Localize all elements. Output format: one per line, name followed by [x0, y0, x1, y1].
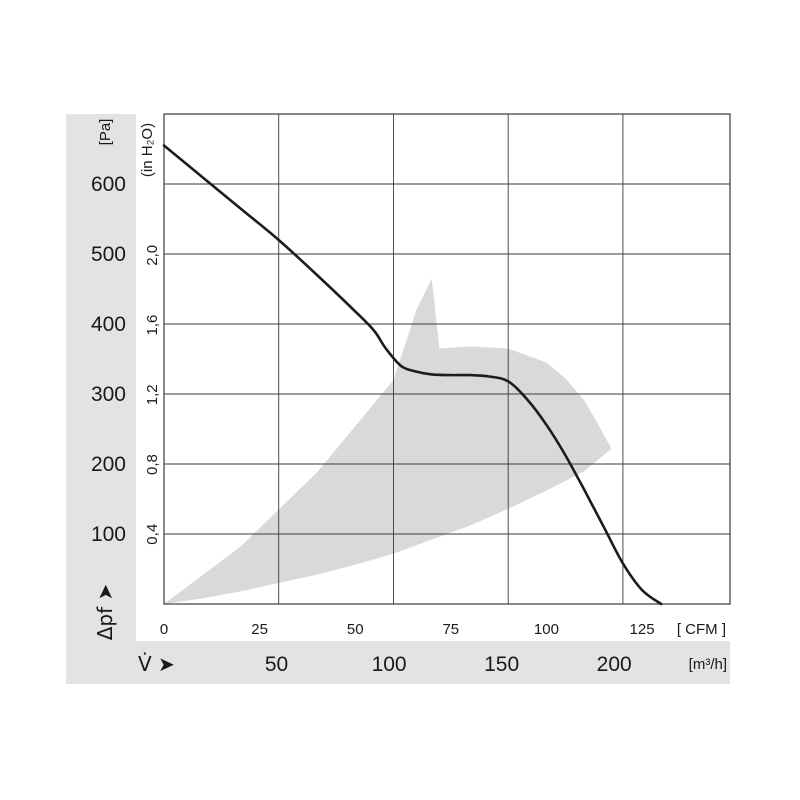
y-tick-label-inh2o: 0,8	[144, 454, 161, 475]
x-tick-label-cfm: 0	[160, 621, 168, 638]
bottom-axis-band	[66, 641, 730, 684]
x-tick-label-cfm: 100	[534, 621, 559, 638]
left-axis-band	[66, 114, 136, 684]
operating-range-shade	[164, 278, 612, 604]
x-tick-label-cfm: 75	[442, 621, 459, 638]
x-axis-unit-cfm: [ CFM ]	[677, 621, 726, 638]
y-tick-label-inh2o: 2,0	[144, 245, 161, 266]
grid	[164, 114, 730, 604]
y-tick-label-pa: 500	[91, 243, 126, 266]
tick-labels: 100 200 300 400 500 600 0,4 0,8 1,2 1,6 2,0 0 25 50 75…	[91, 173, 655, 676]
fan-curve	[162, 144, 663, 606]
y-tick-label-inh2o: 1,2	[144, 384, 161, 405]
y-tick-label-pa: 400	[91, 313, 126, 336]
y-tick-label-pa: 200	[91, 453, 126, 476]
y-axis-symbol: Δpf ➤	[93, 584, 117, 641]
x-tick-label-m3h: 100	[372, 653, 407, 676]
fan-curve-layer	[162, 144, 663, 606]
plot-frame	[163, 113, 731, 605]
x-tick-label-cfm: 50	[347, 621, 364, 638]
y-axis-unit-pa: [Pa]	[97, 119, 114, 146]
y-tick-label-pa: 600	[91, 173, 126, 196]
y-tick-label-inh2o: 0,4	[144, 524, 161, 545]
x-tick-label-m3h: 150	[484, 653, 519, 676]
y-tick-label-pa: 300	[91, 383, 126, 406]
x-axis-symbol: V̇ ➤	[138, 652, 175, 676]
x-tick-label-m3h: 50	[265, 653, 288, 676]
x-tick-label-cfm: 25	[251, 621, 268, 638]
x-axis-unit-m3h: [m³/h]	[689, 656, 727, 673]
operating-range-area	[164, 278, 612, 604]
y-axis-unit-inh2o: (in H₂O)	[139, 123, 156, 177]
x-tick-label-m3h: 200	[597, 653, 632, 676]
x-tick-label-cfm: 125	[630, 621, 655, 638]
y-tick-label-pa: 100	[91, 523, 126, 546]
y-tick-label-inh2o: 1,6	[144, 315, 161, 336]
